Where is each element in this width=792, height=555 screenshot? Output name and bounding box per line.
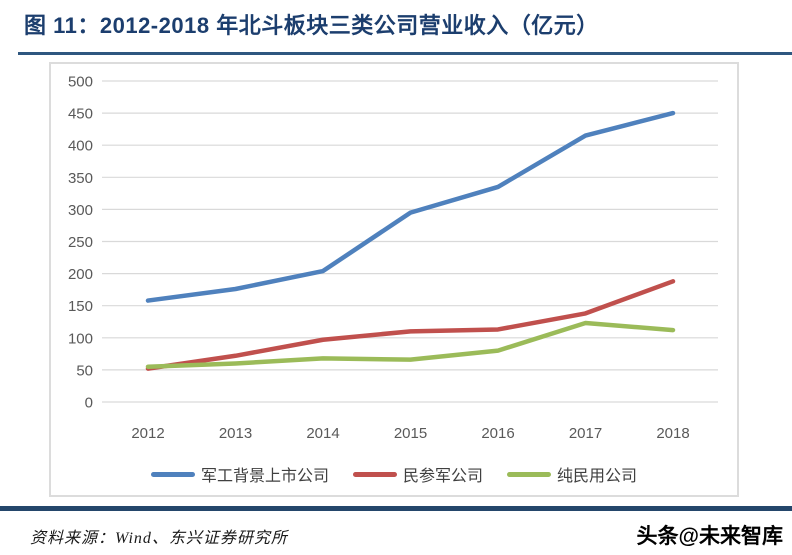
page-title: 图 11：2012-2018 年北斗板块三类公司营业收入（亿元） — [24, 13, 599, 38]
title-separator — [18, 52, 792, 55]
legend-item: 纯民用公司 — [507, 462, 637, 486]
x-axis-tick-label: 2014 — [306, 425, 339, 442]
x-axis-tick-label: 2013 — [219, 425, 252, 442]
legend-label: 军工背景上市公司 — [200, 468, 329, 485]
chart-legend: 军工背景上市公司 民参军公司 纯民用公司 — [51, 462, 737, 486]
series-line — [145, 279, 676, 371]
y-axis-tick-label: 200 — [68, 266, 93, 283]
x-axis-tick-label: 2015 — [394, 425, 427, 442]
legend-label: 民参军公司 — [402, 468, 483, 485]
y-axis-tick-label: 450 — [68, 106, 93, 123]
x-axis-tick-label: 2017 — [569, 425, 602, 442]
revenue-line-chart: 0 50 100 150 200 250 300 350 400 450 500 2012 2013 20… — [68, 74, 718, 442]
series-line — [145, 320, 676, 369]
chart-container: 0 50 100 150 200 250 300 350 400 450 500 2012 2013 20… — [49, 62, 739, 497]
footer-separator — [0, 506, 792, 511]
y-axis-tick-label: 300 — [68, 202, 93, 219]
watermark: 头条@未来智库 — [636, 525, 783, 548]
y-axis-tick-label: 100 — [68, 330, 93, 347]
x-axis-tick-label: 2016 — [481, 425, 514, 442]
y-axis-tick-label: 500 — [68, 74, 93, 91]
y-axis-tick-label: 50 — [76, 362, 93, 379]
x-axis-tick-label: 2012 — [131, 425, 164, 442]
legend-line-swatch — [352, 471, 397, 477]
legend-label: 纯民用公司 — [557, 468, 638, 485]
legend-line-swatch — [150, 471, 195, 477]
y-axis-tick-label: 0 — [85, 395, 93, 412]
y-axis-tick-label: 400 — [68, 138, 93, 155]
legend-item: 民参军公司 — [352, 462, 483, 486]
series-line — [145, 110, 676, 303]
legend-line-swatch — [507, 471, 551, 477]
y-axis-tick-label: 350 — [68, 170, 93, 187]
source-note: 资料来源：Wind、东兴证券研究所 — [30, 530, 288, 547]
legend-item: 军工背景上市公司 — [150, 462, 329, 486]
x-axis-tick-label: 2018 — [656, 425, 689, 442]
y-axis-tick-label: 150 — [68, 298, 93, 315]
y-axis-tick-label: 250 — [68, 234, 93, 251]
